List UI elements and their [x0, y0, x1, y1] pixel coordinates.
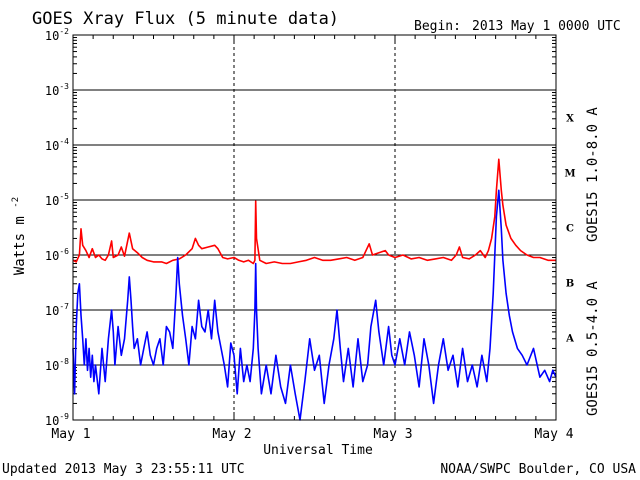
flare-class-b: B — [566, 279, 574, 290]
y-tick-label: 10-3 — [45, 82, 69, 98]
y-axis-label-exp: -2 — [11, 197, 21, 208]
y-tick-base: 10 — [45, 29, 59, 43]
legend-series-long: GOES15 1.0-8.0 A — [585, 107, 601, 242]
flare-class-x: X — [566, 114, 574, 125]
legend-series-short: GOES15 0.5-4.0 A — [585, 281, 601, 416]
y-tick-base: 10 — [45, 359, 59, 373]
credit-text: NOAA/SWPC Boulder, CO USA — [440, 462, 636, 477]
y-tick-exponent: -6 — [59, 247, 69, 256]
y-tick-base: 10 — [45, 304, 59, 318]
begin-label: Begin: — [414, 19, 461, 34]
y-tick-exponent: -5 — [59, 192, 69, 201]
y-axis-title: Watts m -2 — [11, 197, 28, 275]
flare-class-c: C — [566, 224, 574, 235]
y-tick-exponent: -2 — [59, 27, 69, 36]
y-tick-base: 10 — [45, 84, 59, 98]
y-tick-label: 10-4 — [45, 137, 69, 153]
y-tick-label: 10-5 — [45, 192, 69, 208]
y-tick-label: 10-9 — [45, 412, 69, 428]
y-tick-base: 10 — [45, 249, 59, 263]
y-tick-base: 10 — [45, 194, 59, 208]
y-tick-label: 10-6 — [45, 247, 69, 263]
y-tick-labels: 10-910-810-710-610-510-410-310-2 — [45, 27, 69, 428]
x-tick-label: May 4 — [534, 427, 573, 442]
y-tick-label: 10-7 — [45, 302, 69, 318]
series-line-short — [72, 189, 557, 421]
y-tick-exponent: -7 — [59, 302, 69, 311]
x-tick-labels: May 1 May 2 May 3 May 4 — [51, 427, 573, 442]
flare-class-a: A — [565, 334, 574, 345]
series-line-long — [72, 158, 556, 265]
plot-frame — [72, 34, 557, 421]
y-tick-exponent: -8 — [59, 357, 69, 366]
flare-class-m: M — [564, 169, 575, 180]
y-tick-base: 10 — [45, 139, 59, 153]
updated-timestamp: Updated 2013 May 3 23:55:11 UTC — [2, 462, 245, 477]
x-tick-label: May 3 — [373, 427, 412, 442]
y-tick-label: 10-8 — [45, 357, 69, 373]
series-group — [72, 158, 557, 421]
y-tick-exponent: -9 — [59, 412, 69, 421]
begin-value: 2013 May 1 0000 UTC — [472, 19, 621, 34]
svg-text:Watts m -2: Watts m -2 — [11, 197, 28, 275]
x-tick-label: May 2 — [212, 427, 251, 442]
x-tick-label: May 1 — [51, 427, 90, 442]
y-tick-exponent: -4 — [59, 137, 69, 146]
y-tick-exponent: -3 — [59, 82, 69, 91]
y-axis-label: Watts m — [12, 216, 28, 275]
y-tick-base: 10 — [45, 414, 59, 428]
x-axis-label: Universal Time — [263, 443, 373, 458]
chart-title: GOES Xray Flux (5 minute data) — [32, 9, 339, 29]
flare-class-labels: A B C M X — [564, 114, 575, 345]
y-tick-label: 10-2 — [45, 27, 69, 43]
